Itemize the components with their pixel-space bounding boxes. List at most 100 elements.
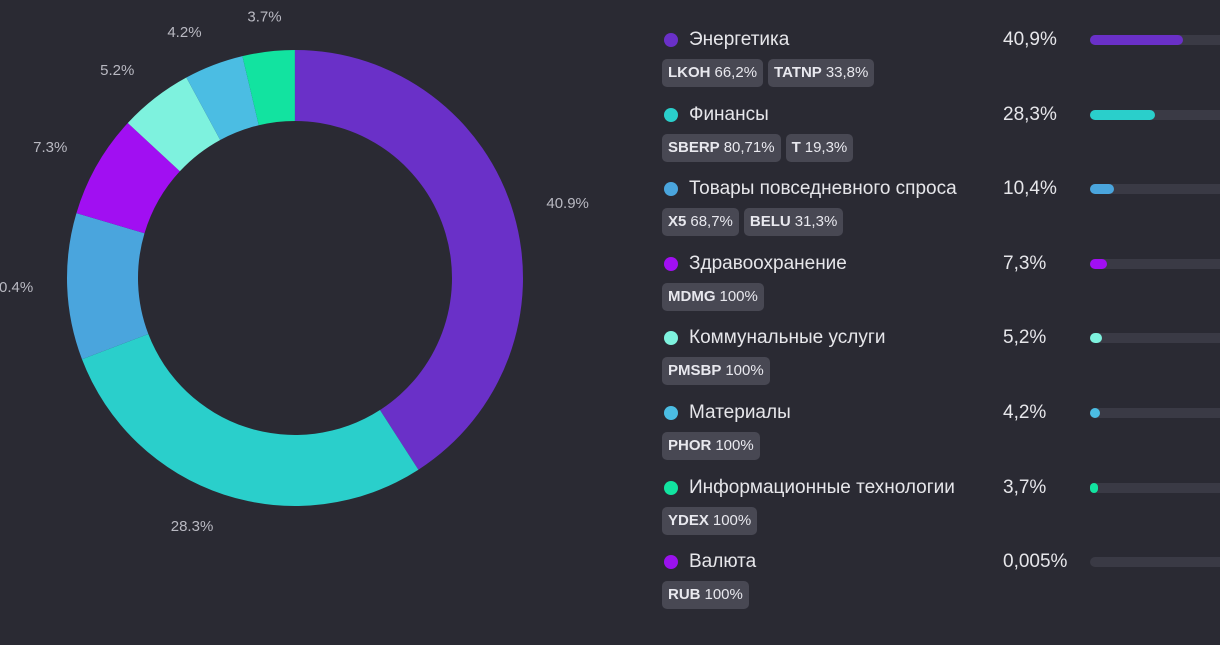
- legend-item: Здравоохранение 7,3% MDMG 100%: [662, 251, 1220, 321]
- share: 31,3%: [794, 213, 838, 231]
- share: 100%: [719, 287, 758, 305]
- sector-name: Информационные технологии: [689, 476, 955, 498]
- share: 100%: [725, 362, 764, 380]
- share: 19,3%: [804, 138, 848, 156]
- legend-item: Энергетика 40,9% LKOH 66,2% TATNP 33,8%: [662, 27, 1220, 97]
- ticker: X5: [668, 213, 687, 231]
- legend-dot: [664, 256, 678, 271]
- share: 100%: [715, 437, 754, 454]
- holding-tag: PHOR 100%: [662, 432, 760, 460]
- progress-track: [1090, 184, 1220, 195]
- ticker: BELU: [749, 213, 791, 231]
- donut-slice: [76, 123, 180, 234]
- holdings: YDEX 100%: [662, 506, 758, 535]
- progress-track: [1090, 408, 1220, 418]
- legend-dot: [664, 107, 678, 122]
- holding-tag: SBERP 80,71%: [662, 133, 781, 162]
- holding-tag: X5 68,7%: [662, 208, 739, 237]
- sector-name: Материалы: [689, 402, 791, 423]
- legend-dot: [664, 331, 678, 346]
- holding-tag: T 19,3%: [785, 133, 854, 162]
- progress-bar: [1090, 35, 1184, 45]
- legend-dot: [664, 33, 678, 47]
- share: 100%: [712, 511, 752, 529]
- sector-name: Товары повседневного спроса: [689, 178, 957, 200]
- holdings: X5 68,7% BELU 31,3%: [662, 208, 844, 237]
- slice-label: 4.2%: [167, 24, 201, 41]
- progress-bar: [1090, 258, 1107, 269]
- ticker: TATNP: [774, 64, 822, 81]
- sector-percent: 5,2%: [1003, 327, 1047, 349]
- share: 100%: [704, 586, 743, 604]
- sector-name: Энергетика: [689, 29, 790, 50]
- slice-label: 5.2%: [100, 62, 134, 79]
- holding-tag: TATNP 33,8%: [768, 59, 875, 87]
- holding-tag: BELU 31,3%: [743, 208, 844, 237]
- slice-label: 28.3%: [171, 518, 214, 535]
- donut-slice: [67, 213, 149, 360]
- holding-tag: LKOH 66,2%: [662, 59, 764, 87]
- progress-bar: [1090, 408, 1100, 418]
- legend: Энергетика 40,9% LKOH 66,2% TATNP 33,8% Финанс…: [662, 0, 1220, 645]
- donut-slice: [242, 50, 295, 126]
- ticker: PHOR: [668, 437, 712, 454]
- sector-percent: 3,7%: [1003, 476, 1047, 498]
- holdings: RUB 100%: [662, 581, 749, 610]
- share: 68,7%: [690, 213, 733, 231]
- sector-percent: 40,9%: [1003, 29, 1057, 50]
- progress-track: [1090, 258, 1220, 269]
- legend-item: Финансы 28,3% SBERP 80,71% T 19,3%: [662, 102, 1220, 172]
- sector-name: Здравоохранение: [689, 252, 847, 274]
- sector-percent: 4,2%: [1003, 402, 1047, 423]
- donut-slice: [295, 50, 523, 470]
- progress-track: [1090, 109, 1220, 120]
- share: 33,8%: [825, 64, 869, 81]
- holdings: LKOH 66,2% TATNP 33,8%: [662, 59, 875, 87]
- holding-tag: RUB 100%: [662, 581, 749, 610]
- ticker: LKOH: [668, 64, 711, 81]
- progress-bar: [1090, 333, 1102, 344]
- progress-track: [1090, 35, 1220, 45]
- donut-chart: 40.9% 28.3% 10.4% 7.3% 5.2% 4.2% 3.7%: [0, 9, 589, 535]
- progress-bar: [1090, 184, 1114, 195]
- ticker: RUB: [668, 586, 701, 604]
- ticker: MDMG: [668, 287, 716, 305]
- legend-item: Коммунальные услуги 5,2% PMSBP 100%: [662, 325, 1220, 395]
- slice-label: 40.9%: [546, 195, 589, 212]
- sector-percent: 28,3%: [1003, 103, 1057, 125]
- share: 66,2%: [714, 64, 758, 81]
- sector-name: Валюта: [689, 551, 757, 573]
- sector-percent: 0,005%: [1003, 551, 1068, 573]
- legend-item: Валюта 0,005% RUB 100%: [662, 549, 1220, 619]
- legend-item: Информационные технологии 3,7% YDEX 100%: [662, 475, 1220, 545]
- slice-label: 3.7%: [247, 9, 281, 26]
- legend-dot: [664, 480, 678, 495]
- holdings: MDMG 100%: [662, 282, 764, 311]
- holding-tag: MDMG 100%: [662, 282, 764, 311]
- holdings: PHOR 100%: [662, 432, 760, 460]
- progress-track: [1090, 557, 1220, 568]
- sector-percent: 10,4%: [1003, 178, 1057, 200]
- progress-track: [1090, 333, 1220, 344]
- holding-tag: YDEX 100%: [662, 506, 758, 535]
- slice-label: 7.3%: [33, 139, 67, 156]
- ticker: T: [791, 138, 801, 156]
- ticker: SBERP: [668, 138, 720, 156]
- slice-label: 10.4%: [0, 279, 33, 296]
- holding-tag: PMSBP 100%: [662, 357, 770, 386]
- ticker: YDEX: [668, 511, 709, 529]
- legend-item: Материалы 4,2% PHOR 100%: [662, 400, 1220, 470]
- progress-bar: [1090, 482, 1099, 493]
- legend-dot: [664, 182, 678, 197]
- legend-dot: [664, 555, 678, 570]
- share: 80,71%: [723, 138, 775, 156]
- progress-bar: [1090, 109, 1155, 120]
- donut-slice: [127, 77, 221, 172]
- sector-name: Коммунальные услуги: [689, 327, 886, 349]
- holdings: SBERP 80,71% T 19,3%: [662, 133, 854, 162]
- holdings: PMSBP 100%: [662, 357, 770, 386]
- sector-name: Финансы: [689, 103, 769, 125]
- legend-item: Товары повседневного спроса 10,4% X5 68,7% B…: [662, 176, 1220, 246]
- ticker: PMSBP: [668, 362, 722, 380]
